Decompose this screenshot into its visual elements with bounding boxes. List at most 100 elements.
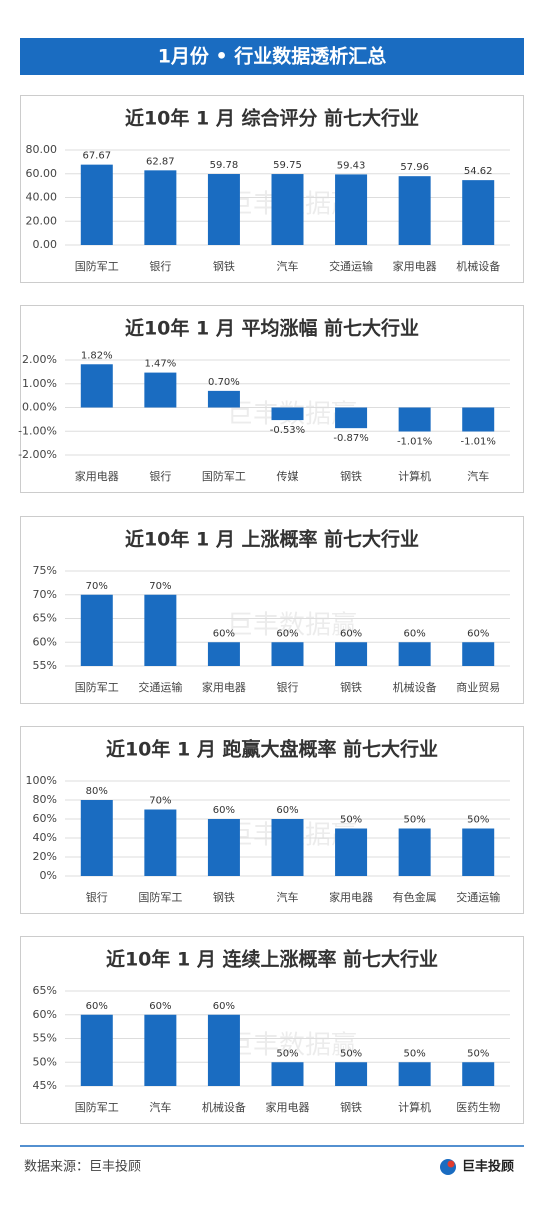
brand-logo bbox=[440, 1159, 456, 1175]
bar bbox=[207, 1014, 240, 1086]
bar bbox=[462, 642, 495, 666]
bar bbox=[271, 407, 304, 421]
bar bbox=[80, 164, 113, 245]
bar bbox=[335, 174, 368, 245]
chart-title: 近10年 1 月 平均涨幅 前七大行业 bbox=[125, 317, 419, 340]
value-label: 60% bbox=[213, 1001, 235, 1012]
y-tick-label: 75% bbox=[33, 564, 57, 577]
y-tick-label: -2.00% bbox=[18, 448, 57, 461]
y-tick-label: 60% bbox=[33, 1008, 57, 1021]
chart-title: 近10年 1 月 上涨概率 前七大行业 bbox=[125, 528, 419, 551]
value-label: -1.01% bbox=[397, 436, 432, 447]
y-tick-label: 60% bbox=[33, 812, 57, 825]
value-label: 60% bbox=[149, 1001, 171, 1012]
x-tick-label: 国防军工 bbox=[75, 680, 119, 694]
x-tick-label: 家用电器 bbox=[202, 680, 246, 694]
x-tick-label: 有色金属 bbox=[393, 890, 437, 904]
value-label: 0.70% bbox=[208, 377, 240, 388]
y-tick-label: 100% bbox=[26, 774, 57, 787]
value-label: 62.87 bbox=[146, 156, 175, 167]
x-tick-label: 家用电器 bbox=[393, 259, 437, 273]
value-label: 1.82% bbox=[81, 350, 113, 361]
value-label: 57.96 bbox=[400, 162, 429, 173]
y-tick-label: 45% bbox=[33, 1079, 57, 1092]
y-tick-label: 60% bbox=[33, 635, 57, 648]
bar bbox=[144, 594, 177, 666]
x-tick-label: 银行 bbox=[149, 469, 171, 483]
value-label: 50% bbox=[404, 815, 426, 826]
value-label: 70% bbox=[86, 581, 108, 592]
bar bbox=[398, 642, 431, 666]
x-tick-label: 国防军工 bbox=[75, 1100, 119, 1114]
value-label: 50% bbox=[340, 1048, 362, 1059]
bar bbox=[80, 1014, 113, 1086]
x-tick-label: 汽车 bbox=[149, 1100, 171, 1114]
brand-logo-dot bbox=[447, 1160, 455, 1168]
y-tick-label: 1.00% bbox=[22, 377, 57, 390]
x-tick-label: 银行 bbox=[86, 890, 108, 904]
x-tick-label: 汽车 bbox=[467, 469, 489, 483]
bar bbox=[207, 642, 240, 666]
y-tick-label: 65% bbox=[33, 612, 57, 625]
bar bbox=[335, 642, 368, 666]
y-tick-label: 65% bbox=[33, 984, 57, 997]
x-tick-label: 传媒 bbox=[277, 470, 299, 483]
y-tick-label: 60.00 bbox=[26, 167, 58, 180]
value-label: 70% bbox=[149, 581, 171, 592]
bar bbox=[207, 174, 240, 245]
x-tick-label: 国防军工 bbox=[75, 259, 119, 273]
y-tick-label: 0% bbox=[40, 869, 57, 882]
value-label: 54.62 bbox=[464, 166, 493, 177]
bar bbox=[80, 800, 113, 876]
y-tick-label: 0.00 bbox=[33, 238, 58, 251]
chart-panel: 近10年 1 月 跑赢大盘概率 前七大行业巨丰数据赢0%20%40%60%80%… bbox=[20, 726, 524, 914]
bar bbox=[398, 176, 431, 245]
x-tick-label: 钢铁 bbox=[213, 260, 235, 273]
bar bbox=[335, 1062, 368, 1086]
value-label: 70% bbox=[149, 796, 171, 807]
bar bbox=[462, 828, 495, 876]
x-tick-label: 国防军工 bbox=[202, 469, 246, 483]
value-label: 60% bbox=[86, 1001, 108, 1012]
bar bbox=[462, 180, 495, 245]
bar bbox=[207, 819, 240, 876]
x-tick-label: 计算机 bbox=[398, 469, 431, 483]
bar bbox=[398, 407, 431, 432]
bar bbox=[271, 642, 304, 666]
x-tick-label: 家用电器 bbox=[329, 890, 373, 904]
value-label: 60% bbox=[404, 628, 426, 639]
value-label: 50% bbox=[467, 815, 489, 826]
x-tick-label: 机械设备 bbox=[393, 680, 437, 694]
value-label: 50% bbox=[340, 815, 362, 826]
value-label: 60% bbox=[213, 805, 235, 816]
bar bbox=[144, 372, 177, 408]
bar bbox=[271, 819, 304, 876]
x-tick-label: 机械设备 bbox=[202, 1100, 246, 1114]
bar bbox=[398, 1062, 431, 1086]
value-label: 60% bbox=[467, 628, 489, 639]
bar bbox=[80, 364, 113, 408]
bar bbox=[335, 828, 368, 876]
bar bbox=[144, 1014, 177, 1086]
y-tick-label: 2.00% bbox=[22, 353, 57, 366]
header-title: 1月份 • 行业数据透析汇总 bbox=[158, 45, 387, 68]
x-tick-label: 钢铁 bbox=[340, 470, 362, 483]
bar bbox=[398, 828, 431, 876]
bar bbox=[144, 170, 177, 245]
bar bbox=[144, 809, 177, 876]
x-tick-label: 交通运输 bbox=[138, 680, 182, 694]
bar bbox=[335, 407, 368, 429]
value-label: -0.53% bbox=[270, 425, 305, 436]
x-tick-label: 钢铁 bbox=[340, 681, 362, 694]
x-tick-label: 国防军工 bbox=[138, 890, 182, 904]
value-label: 60% bbox=[276, 805, 298, 816]
y-tick-label: -1.00% bbox=[18, 424, 57, 437]
value-label: 1.47% bbox=[144, 359, 176, 370]
chart-title: 近10年 1 月 跑赢大盘概率 前七大行业 bbox=[106, 738, 438, 761]
value-label: 50% bbox=[404, 1048, 426, 1059]
x-tick-label: 钢铁 bbox=[340, 1101, 362, 1114]
x-tick-label: 家用电器 bbox=[266, 1100, 310, 1114]
bar bbox=[462, 1062, 495, 1086]
